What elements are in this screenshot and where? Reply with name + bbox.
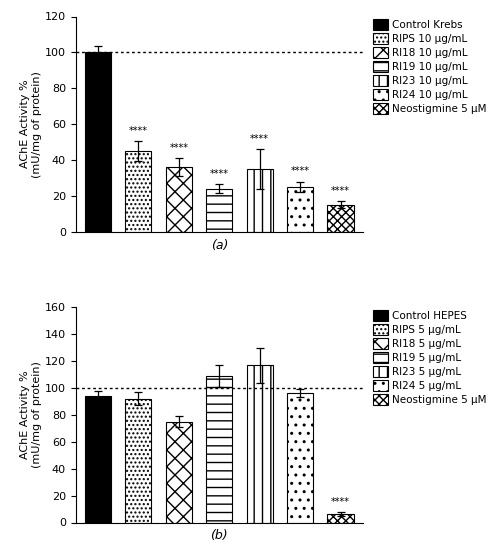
Text: ****: **** xyxy=(250,134,269,144)
Y-axis label: AChE Activity %
(mU/mg of protein): AChE Activity % (mU/mg of protein) xyxy=(20,71,42,178)
Bar xyxy=(206,189,232,232)
Bar xyxy=(328,514,354,522)
Text: ****: **** xyxy=(129,126,148,136)
Bar xyxy=(246,169,273,232)
Bar xyxy=(287,187,313,232)
Bar xyxy=(85,396,111,522)
Bar xyxy=(287,393,313,522)
Bar xyxy=(166,421,192,522)
Bar xyxy=(206,376,232,522)
Legend: Control Krebs, RIPS 10 μg/mL, RI18 10 μg/mL, RI19 10 μg/mL, RI23 10 μg/mL, RI24 : Control Krebs, RIPS 10 μg/mL, RI18 10 μg… xyxy=(371,18,488,116)
Text: ****: **** xyxy=(291,166,309,176)
Bar xyxy=(328,205,354,232)
Y-axis label: AChE Activity %
(mU/mg of protein): AChE Activity % (mU/mg of protein) xyxy=(20,361,42,468)
Bar xyxy=(166,167,192,232)
Bar xyxy=(125,151,152,232)
Text: ****: **** xyxy=(331,186,350,196)
Bar xyxy=(246,365,273,522)
X-axis label: (a): (a) xyxy=(211,239,228,252)
Text: ****: **** xyxy=(210,169,229,179)
X-axis label: (b): (b) xyxy=(211,530,228,542)
Text: ****: **** xyxy=(331,497,350,507)
Bar xyxy=(85,52,111,232)
Bar xyxy=(125,399,152,522)
Text: ****: **** xyxy=(169,143,188,153)
Legend: Control HEPES, RIPS 5 μg/mL, RI18 5 μg/mL, RI19 5 μg/mL, RI23 5 μg/mL, RI24 5 μg: Control HEPES, RIPS 5 μg/mL, RI18 5 μg/m… xyxy=(371,308,488,407)
